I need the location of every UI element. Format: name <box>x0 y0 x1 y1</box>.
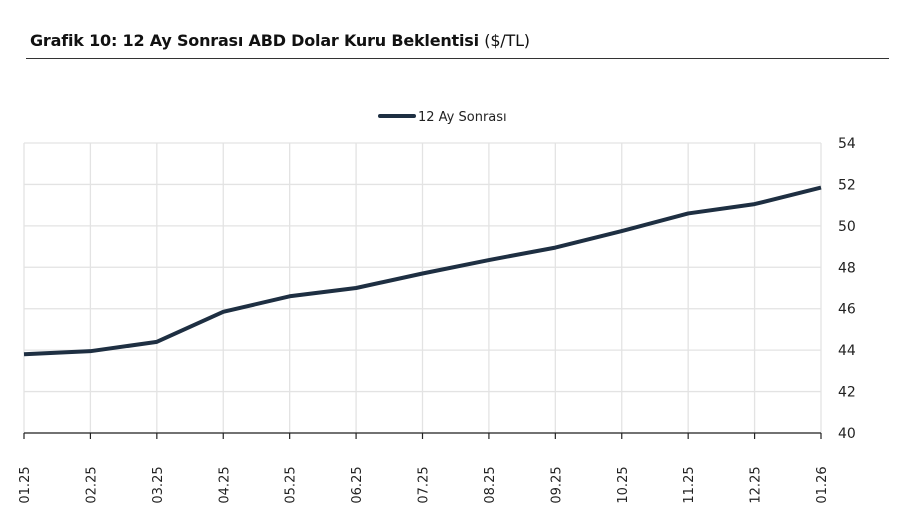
chart-title: Grafik 10: 12 Ay Sonrası ABD Dolar Kuru … <box>30 31 530 50</box>
x-tick-label: 05.25 <box>284 466 299 503</box>
x-tick-label: 12.25 <box>749 466 764 503</box>
x-tick-label: 04.25 <box>217 466 232 503</box>
y-tick-label: 42 <box>838 385 856 401</box>
y-tick-label: 52 <box>838 177 856 193</box>
chart-title-main: Grafik 10: 12 Ay Sonrası ABD Dolar Kuru … <box>30 31 479 50</box>
x-tick-label: 08.25 <box>483 466 498 503</box>
y-tick-label: 44 <box>838 343 856 359</box>
y-tick-label: 48 <box>838 260 856 276</box>
x-axis: 01.25 02.25 03.25 04.25 05.25 06.25 07.25 08.25… <box>18 432 830 504</box>
y-tick-label: 40 <box>838 426 856 442</box>
x-tick-label: 01.26 <box>815 466 830 503</box>
x-tick-label: 02.25 <box>84 466 99 503</box>
title-divider <box>26 58 889 59</box>
x-tick-label: 09.25 <box>549 466 564 503</box>
grid <box>23 142 822 434</box>
y-tick-label: 54 <box>838 136 856 152</box>
y-tick-label: 46 <box>838 302 856 318</box>
y-tick-label: 50 <box>838 219 856 235</box>
x-tick-label: 01.25 <box>18 466 33 503</box>
x-tick-label: 10.25 <box>616 466 631 503</box>
x-tick-label: 11.25 <box>682 466 697 503</box>
legend-label: 12 Ay Sonrası <box>418 110 507 125</box>
x-tick-label: 07.25 <box>417 466 432 503</box>
x-tick-label: 06.25 <box>350 466 365 503</box>
x-tick-label: 03.25 <box>151 466 166 503</box>
y-axis: 40 42 44 46 48 50 52 54 <box>838 136 856 442</box>
legend: 12 Ay Sonrası <box>378 110 507 125</box>
chart-title-unit: ($/TL) <box>484 31 530 50</box>
series-line <box>23 185 822 357</box>
